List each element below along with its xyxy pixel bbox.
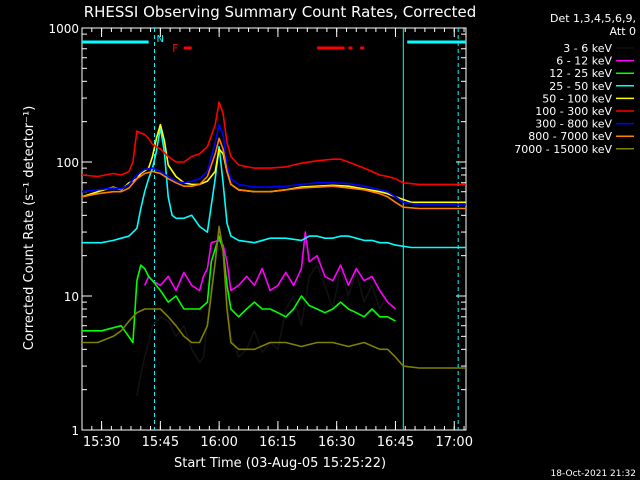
legend-label: 7000 - 15000 keV [514, 143, 612, 156]
legend-label: 12 - 25 keV [549, 67, 612, 80]
f-flag-label: F [172, 42, 178, 55]
y-tick-label: 10 [64, 290, 79, 304]
x-axis-label: Start Time (03-Aug-05 15:25:22) [174, 456, 386, 471]
y-tick-label: 1 [71, 424, 79, 438]
legend-label: 3 - 6 keV [563, 42, 612, 55]
axes-labels: 1 10 100 1000 15:30 15:45 16:00 16:15 16:30 16:45… [48, 22, 473, 450]
y-tick-label: 1000 [48, 22, 79, 36]
x-tick-label: 16:30 [318, 435, 355, 450]
series-line-7000-15000-kev [82, 225, 466, 369]
series-line-3-6-kev [136, 244, 389, 396]
n-flag-label: N [156, 34, 163, 45]
flag-markers: NF [82, 28, 466, 430]
x-tick-label: 15:45 [142, 435, 179, 450]
legend-header: Att 0 [610, 25, 636, 38]
legend-header: Det 1,3,4,5,6,9, [550, 12, 636, 25]
series-line-800-7000-kev [81, 137, 466, 210]
legend-label: 800 - 7000 keV [528, 130, 612, 143]
x-tick-label: 16:15 [259, 435, 296, 450]
legend-label: 50 - 100 keV [542, 92, 612, 105]
footer-timestamp: 18-Oct-2021 21:32 [551, 469, 636, 479]
legend-label: 6 - 12 keV [556, 55, 612, 68]
legend-label: 300 - 800 keV [535, 118, 612, 131]
chart-title: RHESSI Observing Summary Count Rates, Co… [84, 3, 477, 21]
series-line-300-800-kev [81, 123, 466, 206]
legend-label: 100 - 300 keV [535, 105, 612, 118]
series-line-100-300-kev [81, 101, 466, 186]
plot-border [81, 27, 467, 431]
x-tick-label: 15:30 [83, 435, 120, 450]
series-line-25-50-kev [82, 127, 466, 249]
plot-frame [81, 27, 467, 431]
series-line-6-12-kev [143, 231, 397, 310]
y-axis-label: Corrected Count Rate (s⁻¹ detector⁻¹) [22, 106, 37, 351]
x-tick-label: 16:00 [200, 435, 237, 450]
x-tick-label: 17:00 [436, 435, 473, 450]
series-layer [81, 101, 466, 396]
legend-label: 25 - 50 keV [549, 80, 612, 93]
y-tick-label: 100 [56, 156, 79, 170]
series-line-12-25-kev [82, 235, 396, 344]
series-line-50-100-kev [81, 123, 466, 204]
x-tick-label: 16:45 [377, 435, 414, 450]
